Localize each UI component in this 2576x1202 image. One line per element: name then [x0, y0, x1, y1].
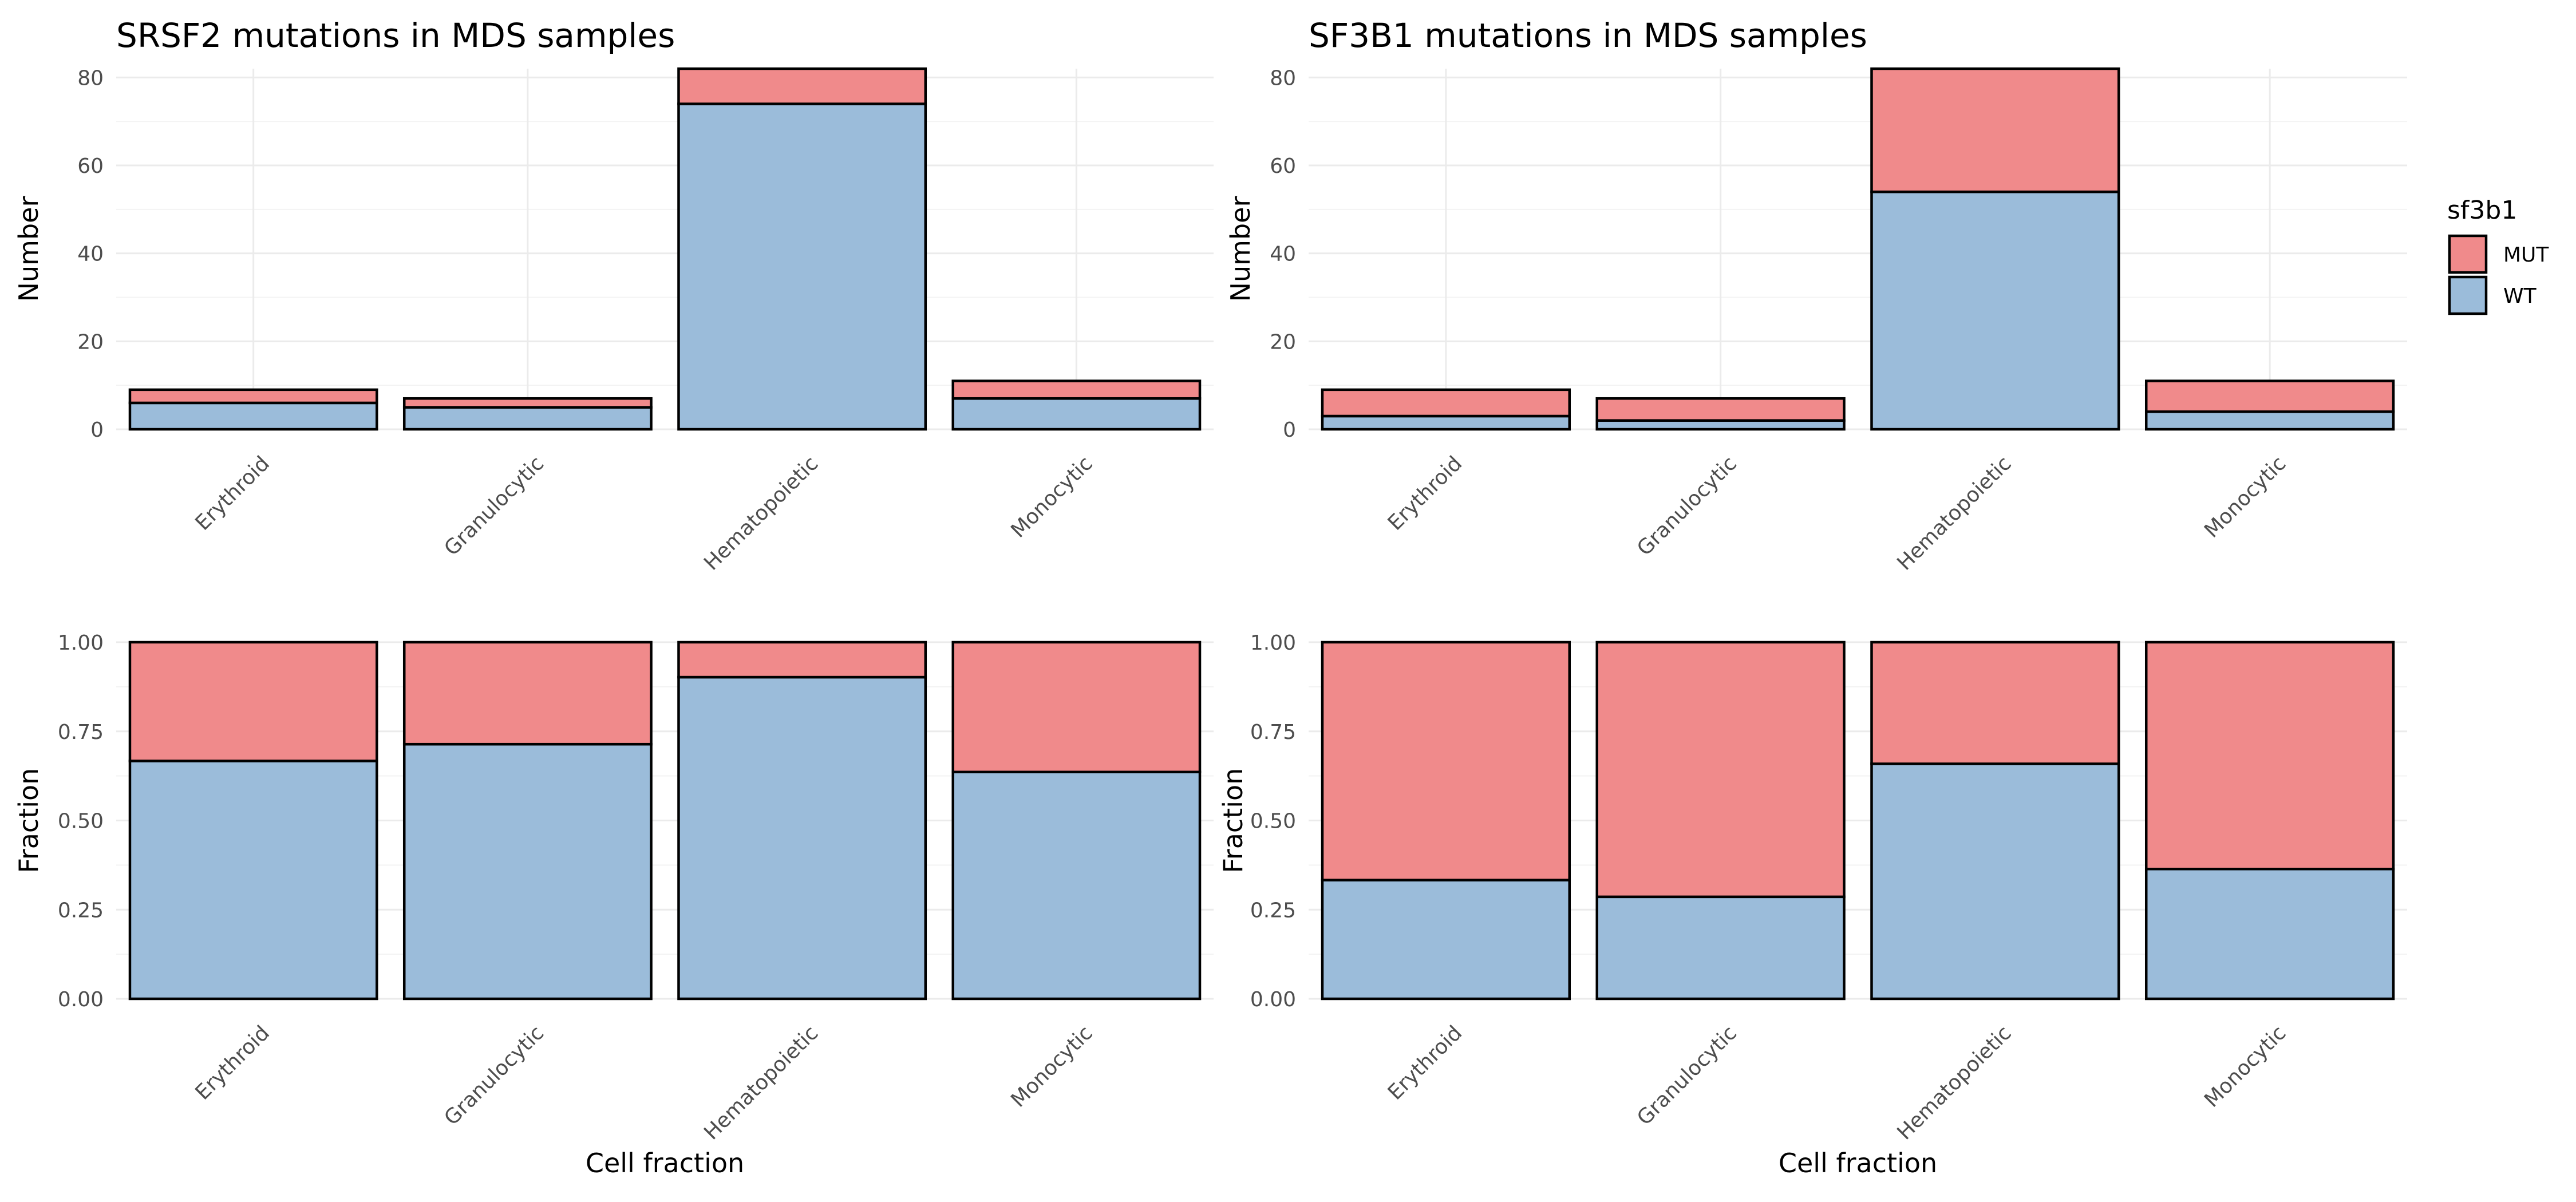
- bar-mut-hematopoietic: [677, 640, 927, 679]
- x-tick-label: Granulocytic: [1633, 452, 1741, 560]
- y-axis-label: Fraction: [1218, 768, 1249, 873]
- x-tick-label: Monocytic: [1006, 452, 1097, 542]
- bar-mut-erythroid: [1321, 640, 1571, 881]
- bar-wt-hematopoietic: [677, 102, 927, 431]
- y-tick-label: 40: [77, 243, 104, 266]
- y-tick-label: 40: [1270, 243, 1296, 266]
- y-tick-label: 80: [1270, 66, 1296, 90]
- legend-title: sf3b1: [2447, 196, 2517, 225]
- bar-wt-erythroid: [1321, 414, 1571, 431]
- bar-wt-granulocytic: [402, 742, 653, 1001]
- bar-wt-hematopoietic: [1870, 762, 2120, 1001]
- legend-label-mut: MUT: [2503, 243, 2549, 267]
- bar-mut-granulocytic: [1595, 397, 1846, 422]
- bar-wt-granulocytic: [1595, 895, 1846, 1001]
- y-tick-label: 80: [77, 66, 104, 90]
- y-tick-label: 0.25: [58, 899, 104, 922]
- x-axis-label: Cell fraction: [586, 1148, 744, 1179]
- bar-wt-monocytic: [2144, 410, 2395, 431]
- bar-mut-granulocytic: [1595, 640, 1846, 899]
- bar-wt-hematopoietic: [1870, 190, 2120, 431]
- chart-title: SF3B1 mutations in MDS samples: [1309, 16, 1867, 55]
- x-tick-label: Erythroid: [191, 1021, 274, 1104]
- bar-wt-granulocytic: [402, 406, 653, 431]
- bar-mut-hematopoietic: [1870, 640, 2120, 765]
- bar-wt-erythroid: [128, 760, 378, 1001]
- y-axis-label: Fraction: [13, 768, 44, 873]
- bar-wt-granulocytic: [1595, 419, 1846, 431]
- chart-title: SRSF2 mutations in MDS samples: [116, 16, 675, 55]
- y-tick-label: 0: [1283, 418, 1296, 442]
- y-tick-label: 1.00: [1250, 631, 1296, 655]
- y-tick-label: 0.75: [1250, 721, 1296, 744]
- y-tick-label: 1.00: [58, 631, 104, 655]
- x-axis-label: Cell fraction: [1779, 1148, 1937, 1179]
- x-tick-label: Hematopoietic: [700, 1021, 823, 1144]
- bar-mut-granulocytic: [402, 397, 653, 409]
- x-tick-label: Hematopoietic: [1893, 1021, 2016, 1144]
- bar-mut-monocytic: [951, 379, 1202, 400]
- x-tick-label: Granulocytic: [440, 1021, 548, 1130]
- bar-wt-monocytic: [951, 397, 1202, 431]
- bar-mut-hematopoietic: [1870, 67, 2120, 193]
- bar-mut-hematopoietic: [677, 67, 927, 105]
- x-tick-label: Erythroid: [191, 452, 274, 535]
- y-tick-label: 0: [90, 418, 104, 442]
- y-tick-label: 0.50: [58, 810, 104, 833]
- panel-srsf2-count: 0 20 40 60 80 Erythroid Granulocytic Hematopoie…: [13, 16, 1214, 575]
- y-axis-label: Number: [1225, 196, 1256, 302]
- y-tick-label: 0.00: [58, 988, 104, 1011]
- x-tick-label: Monocytic: [2200, 1021, 2290, 1112]
- x-tick-label: Monocytic: [2200, 452, 2290, 542]
- x-tick-label: Hematopoietic: [1893, 452, 2016, 575]
- x-tick-label: Granulocytic: [440, 452, 548, 560]
- legend-swatch-mut: [2448, 234, 2488, 274]
- x-tick-label: Erythroid: [1384, 452, 1467, 535]
- y-tick-label: 20: [1270, 330, 1296, 354]
- bar-wt-erythroid: [1321, 879, 1571, 1001]
- bar-mut-erythroid: [128, 640, 378, 762]
- bar-mut-granulocytic: [402, 640, 653, 746]
- y-axis-label: Number: [13, 196, 44, 302]
- x-tick-label: Hematopoietic: [700, 452, 823, 575]
- bar-mut-monocytic: [2144, 379, 2395, 413]
- x-tick-label: Granulocytic: [1633, 1021, 1741, 1130]
- bar-wt-hematopoietic: [677, 675, 927, 1001]
- bar-mut-monocytic: [2144, 640, 2395, 871]
- y-tick-label: 60: [77, 155, 104, 178]
- y-tick-label: 20: [77, 330, 104, 354]
- panel-sf3b1-count: 0 20 40 60 80 Erythroid Granulocytic Hematopoie…: [1225, 16, 2407, 575]
- x-tick-label: Monocytic: [1006, 1021, 1097, 1112]
- panel-sf3b1-fraction: 0.00 0.25 0.50 0.75 1.00 Erythroid Granulocyti…: [1218, 631, 2407, 1179]
- y-tick-label: 0.00: [1250, 988, 1296, 1011]
- chart-panels: 0 20 40 60 80 Erythroid Granulocytic Hematopoie…: [13, 16, 2407, 1179]
- y-tick-label: 60: [1270, 155, 1296, 178]
- bar-mut-erythroid: [128, 388, 378, 405]
- y-tick-label: 0.75: [58, 721, 104, 744]
- x-tick-label: Erythroid: [1384, 1021, 1467, 1104]
- y-tick-label: 0.50: [1250, 810, 1296, 833]
- panel-srsf2-fraction: 0.00 0.25 0.50 0.75 1.00 Erythroid Granulocyti…: [13, 631, 1214, 1179]
- bar-wt-erythroid: [128, 401, 378, 431]
- bar-mut-erythroid: [1321, 388, 1571, 418]
- bar-wt-monocytic: [951, 770, 1202, 1001]
- bar-mut-monocytic: [951, 640, 1202, 774]
- legend: sf3b1 MUT WT: [2447, 196, 2549, 315]
- legend-label-wt: WT: [2503, 284, 2537, 308]
- legend-swatch-wt: [2448, 275, 2488, 315]
- y-tick-label: 0.25: [1250, 899, 1296, 922]
- bar-wt-monocytic: [2144, 867, 2395, 1001]
